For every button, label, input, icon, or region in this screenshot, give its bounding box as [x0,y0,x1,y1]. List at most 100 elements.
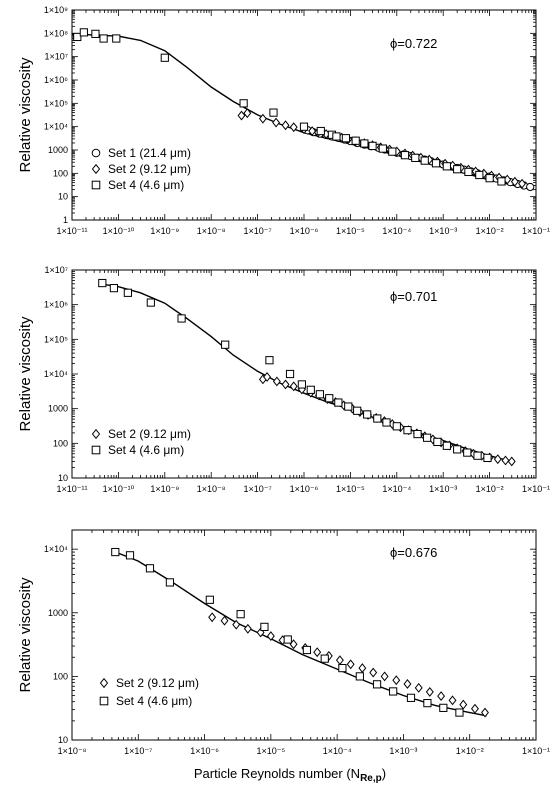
x-tick-label: 1×10⁻¹¹ [56,484,87,494]
diamond-marker [507,456,516,467]
x-tick-label: 1×10⁻⁶ [190,746,219,756]
axis-ticks [71,269,537,479]
y-tick-label: 1×10⁸ [44,28,68,38]
y-tick-label: 1×10⁵ [44,98,68,108]
square-marker [389,687,398,696]
square-marker [473,451,482,460]
legend-square-marker [99,696,109,706]
square-marker [406,693,416,702]
square-marker [341,134,351,143]
x-tick-label: 1×10⁻⁸ [197,484,226,494]
square-marker [392,422,401,431]
y-tick-label: 1×10⁹ [44,5,68,15]
square-marker [423,433,432,442]
x-tick-label: 1×10⁻² [476,484,504,494]
legend-entry: Set 4 (4.6 μm) [108,443,184,457]
plot-frame [71,529,537,741]
y-tick-label: 1000 [48,608,68,618]
square-marker [302,645,312,655]
y-tick-label: 10 [58,473,68,483]
x-axis-label-close: ) [382,766,386,781]
y-tick-labels: 10 100 1000 1×10⁴ 1×10⁵ 1×10⁶ 1×10⁷ [44,265,68,483]
x-tick-label: 1×10⁻⁹ [150,226,179,236]
square-marker [112,34,121,43]
square-marker [411,153,420,162]
y-tick-label: 1×10⁵ [44,334,68,344]
y-axis-label: Relative viscosity [17,577,34,693]
x-tick-label: 1×10⁻⁶ [290,484,319,494]
x-tick-label: 1×10⁻⁹ [150,484,179,494]
chart-panel-phi-0701: 1×10⁻¹¹ 1×10⁻¹⁰ 1×10⁻⁹ 1×10⁻⁸ 1×10⁻⁷ 1×10⁻⁶ 1×… [17,265,550,494]
diamond-marker [369,667,378,678]
x-axis-label: Particle Reynolds number (NRe,p) [194,766,386,784]
x-tick-label: 1×10⁻⁵ [336,226,365,236]
square-marker [423,699,432,708]
diamond-marker [425,686,434,697]
x-tick-label: 1×10⁻⁷ [124,746,152,756]
square-marker [306,385,315,394]
x-tick-label: 1×10⁻³ [389,746,417,756]
diamond-marker [481,707,489,718]
diamond-marker [313,647,322,658]
square-marker [160,53,169,62]
square-marker [260,622,269,631]
x-tick-label: 1×10⁻¹ [522,226,550,236]
square-marker [221,340,230,349]
diamond-marker [220,615,229,626]
square-marker [464,167,473,177]
legend-entry: Set 1 (21.4 μm) [108,146,191,160]
legend: Set 2 (9.12 μm) Set 4 (4.6 μm) [99,676,199,708]
square-marker [420,156,429,165]
diamond-marker [266,631,275,642]
legend-entry: Set 2 (9.12 μm) [116,676,199,690]
y-axis-label: Relative viscosity [17,57,34,173]
y-tick-label: 1×10⁷ [44,265,68,275]
square-marker [99,34,108,43]
diamond-marker [518,178,526,189]
diamond-marker [281,379,290,390]
square-marker [439,703,448,712]
x-tick-label: 1×10⁻⁷ [243,226,271,236]
square-marker [497,177,506,186]
diamond-marker [437,691,446,702]
square-marker [463,448,472,457]
square-marker [453,445,462,454]
x-tick-label: 1×10⁻² [476,226,504,236]
y-tick-labels: 10 100 1000 1×10⁴ [44,544,68,745]
legend-entry: Set 4 (4.6 μm) [108,178,184,192]
square-marker [360,139,369,148]
x-tick-label: 1×10⁻⁴ [323,746,352,756]
square-marker [320,654,329,663]
square-marker [297,380,306,389]
square-marker [111,547,120,557]
diamond-marker [380,671,389,682]
circle-marker [526,182,535,192]
y-tick-label: 10 [58,192,68,202]
square-marker [109,284,119,293]
square-marker [332,132,341,141]
y-tick-label: 1000 [48,404,68,414]
square-marker [355,672,364,681]
y-tick-labels: 1 10 100 1000 1×10⁴ 1×10⁵ 1×10⁶ 1×10⁷ 1×10⁸ 1×10⁹ [44,5,68,225]
y-tick-label: 1 [63,215,68,225]
x-tick-label: 1×10⁻¹ [522,746,550,756]
diamond-marker [493,454,502,465]
square-marker [373,414,382,423]
square-marker [315,390,324,399]
legend-diamond-marker [99,677,109,689]
diamond-marker [459,699,468,710]
square-marker [239,99,248,108]
legend: Set 1 (21.4 μm) Set 2 (9.12 μm) Set 4 (4.6… [91,146,191,192]
diamond-marker [403,679,412,689]
square-marker [382,418,391,427]
square-marker [483,453,492,463]
square-marker [177,314,186,323]
square-marker [283,635,292,644]
square-marker [79,28,88,37]
chart-panel-phi-0722: 1×10⁻¹¹ 1×10⁻¹⁰ 1×10⁻⁹ 1×10⁻⁸ 1×10⁻⁷ 1×10⁻⁶ 1×… [17,5,550,236]
y-tick-label: 100 [53,438,68,448]
diamond-marker [208,612,217,623]
square-marker [455,708,464,717]
square-marker [165,578,175,587]
axis-ticks [71,529,537,741]
